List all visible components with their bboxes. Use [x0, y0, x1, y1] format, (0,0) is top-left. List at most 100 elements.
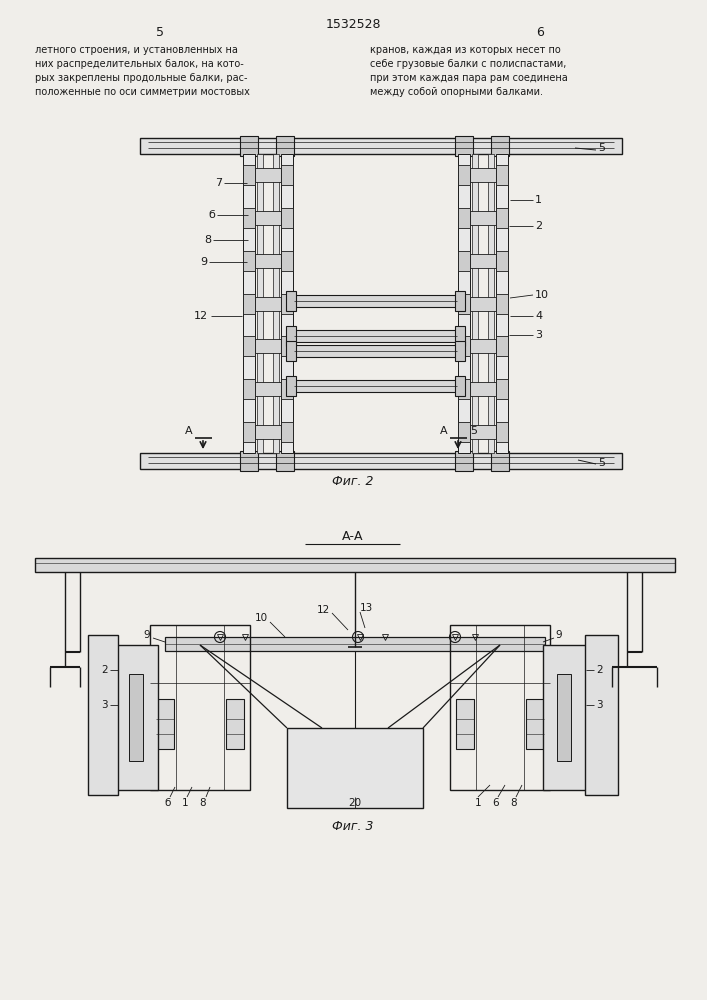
Bar	[294, 330, 457, 342]
Bar	[243, 294, 255, 314]
Bar	[496, 154, 508, 453]
Bar	[294, 380, 457, 392]
Bar	[456, 699, 474, 749]
Text: 4: 4	[535, 311, 542, 321]
Text: положенные по оси симметрии мостовых: положенные по оси симметрии мостовых	[35, 87, 250, 97]
Bar	[140, 138, 622, 154]
Text: 1: 1	[182, 798, 188, 808]
Bar	[470, 211, 496, 225]
Text: 6: 6	[493, 798, 499, 808]
Text: 10: 10	[255, 613, 268, 623]
Bar	[458, 294, 470, 314]
Bar	[243, 251, 255, 271]
Bar	[455, 291, 465, 311]
Bar	[470, 339, 496, 353]
Bar	[88, 635, 118, 795]
Bar	[458, 422, 470, 442]
Bar	[276, 451, 294, 471]
Text: между собой опорными балками.: между собой опорными балками.	[370, 87, 543, 97]
Bar	[287, 728, 423, 808]
Text: Фиг. 3: Фиг. 3	[332, 820, 374, 833]
Bar	[255, 382, 281, 396]
Text: 2: 2	[101, 665, 108, 675]
Text: А: А	[185, 426, 193, 436]
Text: 12: 12	[317, 605, 330, 615]
Bar	[470, 382, 496, 396]
Bar	[286, 376, 296, 396]
Bar	[240, 451, 258, 471]
Text: 2: 2	[596, 665, 602, 675]
Text: 7: 7	[215, 178, 222, 188]
Bar	[255, 211, 281, 225]
Text: при этом каждая пара рам соединена: при этом каждая пара рам соединена	[370, 73, 568, 83]
Bar	[458, 251, 470, 271]
Bar	[255, 425, 281, 439]
Bar	[472, 154, 478, 453]
Bar	[496, 208, 508, 228]
Text: себе грузовые балки с полиспастами,: себе грузовые балки с полиспастами,	[370, 59, 566, 69]
Text: б: б	[165, 798, 171, 808]
Bar	[286, 341, 296, 361]
Bar	[226, 699, 244, 749]
Bar	[255, 339, 281, 353]
Bar	[129, 674, 143, 761]
Bar	[470, 296, 496, 310]
Bar	[243, 379, 255, 399]
Text: кранов, каждая из которых несет по: кранов, каждая из которых несет по	[370, 45, 561, 55]
Bar	[257, 154, 263, 453]
Bar	[496, 165, 508, 185]
Bar	[526, 699, 544, 749]
Bar	[496, 422, 508, 442]
Bar	[458, 336, 470, 356]
Bar	[458, 154, 470, 453]
Bar	[156, 699, 174, 749]
Text: 5: 5	[156, 26, 164, 39]
Text: 8: 8	[510, 798, 518, 808]
Text: 3: 3	[535, 330, 542, 340]
Bar	[115, 645, 158, 790]
Bar	[255, 296, 281, 310]
Text: б: б	[208, 210, 215, 220]
Text: 3: 3	[101, 700, 108, 710]
Text: 9: 9	[555, 630, 561, 640]
Bar	[455, 326, 465, 346]
Bar	[496, 379, 508, 399]
Bar	[543, 645, 586, 790]
Bar	[450, 625, 550, 790]
Bar	[294, 345, 457, 357]
Text: 9: 9	[144, 630, 150, 640]
Text: А: А	[440, 426, 448, 436]
Bar	[35, 558, 675, 572]
Bar	[585, 635, 618, 795]
Text: летного строения, и установленных на: летного строения, и установленных на	[35, 45, 238, 55]
Text: 20: 20	[349, 798, 361, 808]
Bar	[276, 136, 294, 156]
Bar	[243, 154, 255, 453]
Text: рых закреплены продольные балки, рас-: рых закреплены продольные балки, рас-	[35, 73, 247, 83]
Text: Фиг. 2: Фиг. 2	[332, 475, 374, 488]
Bar	[286, 291, 296, 311]
Bar	[281, 165, 293, 185]
Bar	[294, 295, 457, 307]
Bar	[281, 208, 293, 228]
Bar	[470, 254, 496, 268]
Bar	[491, 451, 509, 471]
Text: 5: 5	[470, 426, 477, 436]
Bar	[286, 326, 296, 346]
Bar	[491, 136, 509, 156]
Bar	[458, 379, 470, 399]
Bar	[496, 251, 508, 271]
Text: А-А: А-А	[342, 530, 363, 543]
Bar	[496, 294, 508, 314]
Text: 6: 6	[536, 26, 544, 39]
Bar	[243, 336, 255, 356]
Text: 1: 1	[474, 798, 481, 808]
Bar	[281, 379, 293, 399]
Bar	[255, 254, 281, 268]
Text: 8: 8	[204, 235, 211, 245]
Bar	[243, 422, 255, 442]
Bar	[140, 453, 622, 469]
Bar	[281, 294, 293, 314]
Text: 3: 3	[596, 700, 602, 710]
Text: 5: 5	[598, 458, 605, 468]
